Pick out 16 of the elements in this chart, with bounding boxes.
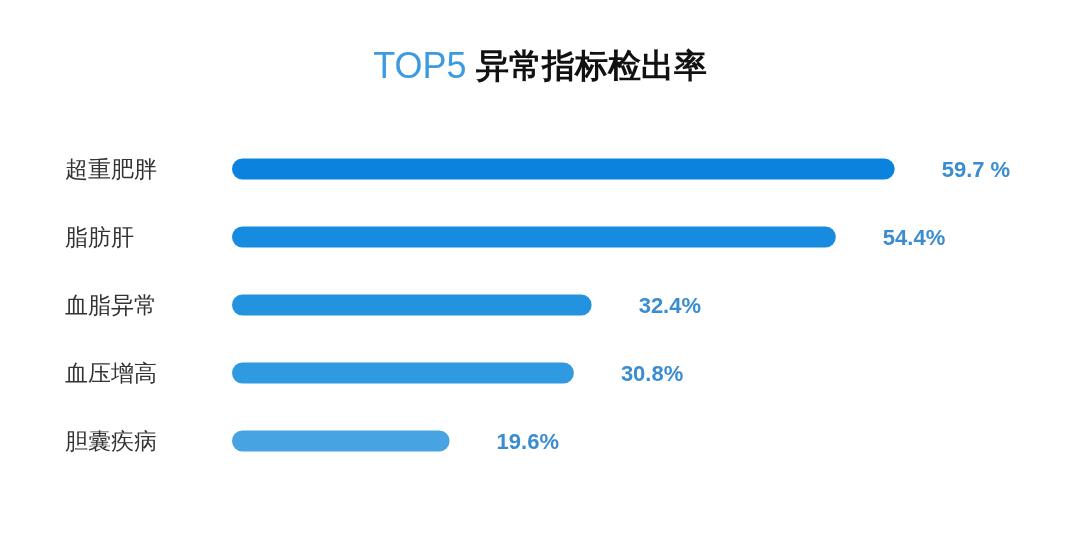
chart-title: TOP5 异常指标检出率 [373,44,707,86]
y-tick-label: 血脂异常 [65,292,157,318]
data-label: 19.6% [496,428,559,454]
data-label: 30.8% [620,360,684,386]
y-tick-label: 血压增高 [65,360,157,386]
bar [232,158,895,180]
y-tick-label: 脂肪肝 [65,224,134,250]
data-label: 59.7 % [941,156,1011,182]
bar [232,226,836,248]
data-label: 54.4% [882,224,946,250]
y-tick-label: 胆囊疾病 [65,428,157,454]
y-tick-label: 超重肥胖 [65,156,157,182]
bar [232,294,592,316]
data-label: 32.4% [638,292,702,318]
bar [232,362,574,384]
bar [232,430,450,452]
